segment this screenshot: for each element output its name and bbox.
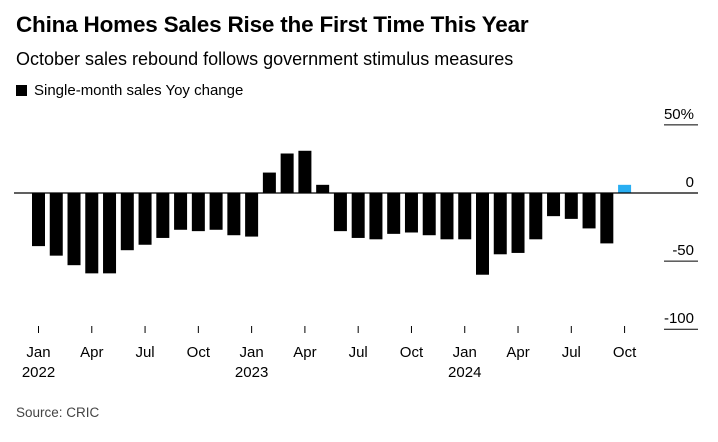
x-tick-label: Apr	[506, 344, 529, 361]
bar	[298, 150, 312, 193]
bar	[245, 193, 259, 237]
bar	[547, 193, 561, 217]
x-tick-label: Jan	[26, 344, 50, 361]
bar	[316, 184, 330, 193]
y-tick-label: 0	[686, 174, 694, 191]
bar	[404, 193, 418, 233]
bar	[120, 193, 134, 251]
x-tick-label: Jul	[562, 344, 581, 361]
chart-subtitle: October sales rebound follows government…	[16, 49, 514, 69]
x-tick-label: Oct	[187, 344, 211, 361]
x-tick-label: Oct	[613, 344, 637, 361]
bar	[209, 193, 223, 230]
x-tick-label: Jan	[453, 344, 477, 361]
x-tick-label: Jul	[349, 344, 368, 361]
chart-title: China Homes Sales Rise the First Time Th…	[16, 12, 529, 37]
bar	[564, 193, 578, 219]
bar	[440, 193, 454, 240]
bar	[351, 193, 365, 238]
bar	[138, 193, 152, 245]
y-tick-label: -50	[672, 242, 694, 259]
x-tick-year: 2022	[22, 364, 55, 381]
bar	[49, 193, 63, 256]
bar	[422, 193, 436, 236]
bar	[191, 193, 205, 232]
bar	[600, 193, 614, 244]
x-tick-label: Apr	[293, 344, 316, 361]
x-tick-label: Apr	[80, 344, 103, 361]
bar	[280, 153, 294, 193]
x-tick-year: 2023	[235, 364, 268, 381]
bar	[85, 193, 99, 274]
y-tick-label: -100	[664, 310, 694, 327]
bar	[333, 193, 347, 232]
bar	[618, 184, 632, 193]
bar	[67, 193, 81, 266]
bar	[156, 193, 170, 238]
y-tick-label: 50%	[664, 106, 694, 123]
bar	[174, 193, 188, 230]
bar	[369, 193, 383, 240]
bar	[458, 193, 472, 240]
bar	[511, 193, 525, 253]
source-note: Source: CRIC	[16, 405, 100, 420]
x-tick-label: Jul	[135, 344, 154, 361]
bar	[476, 193, 489, 275]
bar	[103, 193, 117, 274]
bar	[262, 172, 276, 193]
bar	[32, 193, 45, 247]
bar	[529, 193, 543, 240]
bar	[582, 193, 596, 229]
legend-label: Single-month sales Yoy change	[34, 82, 244, 99]
bar	[227, 193, 241, 236]
x-tick-year: 2024	[448, 364, 481, 381]
bar	[493, 193, 507, 255]
x-tick-label: Oct	[400, 344, 424, 361]
x-tick-label: Jan	[240, 344, 264, 361]
legend-swatch	[16, 85, 27, 96]
bar	[387, 193, 401, 234]
chart-legend: Single-month sales Yoy change	[16, 82, 243, 99]
